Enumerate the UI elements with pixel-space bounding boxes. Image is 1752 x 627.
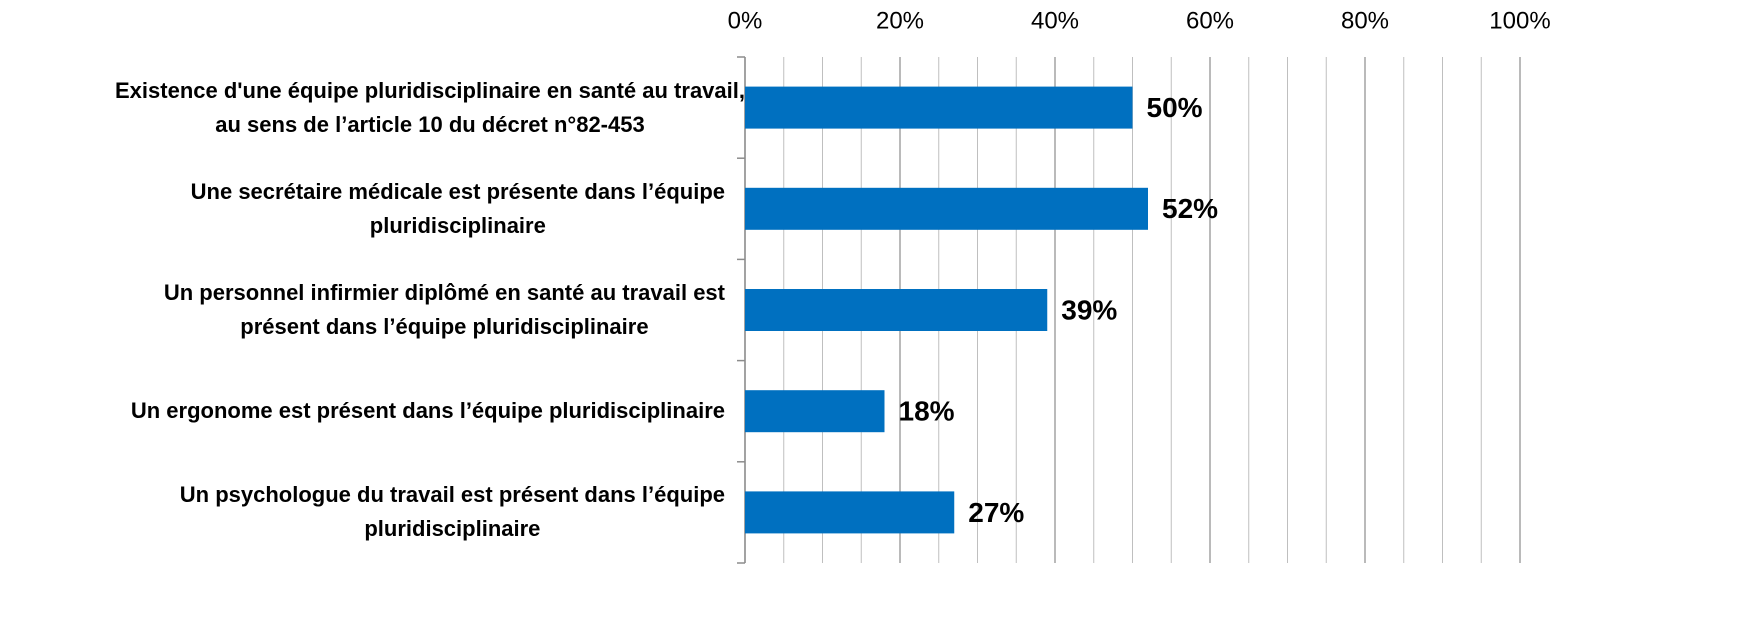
bar bbox=[745, 390, 885, 433]
bar bbox=[745, 86, 1133, 129]
data-label: 18% bbox=[899, 396, 955, 427]
data-label: 50% bbox=[1147, 92, 1203, 123]
x-tick-label: 80% bbox=[1341, 7, 1389, 34]
data-label: 52% bbox=[1162, 193, 1218, 224]
category-label: Un ergonome est présent dans l’équipe pl… bbox=[130, 398, 725, 424]
category-label: Une secrétaire médicale est présente dan… bbox=[190, 178, 725, 238]
x-tick-label: 100% bbox=[1489, 7, 1550, 34]
x-tick-label: 20% bbox=[876, 7, 924, 34]
x-tick-label: 0% bbox=[728, 7, 763, 34]
category-label: Existence d'une équipe pluridisciplinair… bbox=[115, 77, 745, 137]
bar bbox=[745, 491, 955, 534]
category-label: Un personnel infirmier diplômé en santé … bbox=[163, 280, 725, 339]
data-label: 39% bbox=[1061, 294, 1117, 325]
data-label: 27% bbox=[968, 497, 1024, 528]
x-tick-label: 60% bbox=[1186, 7, 1234, 34]
x-tick-label: 40% bbox=[1031, 7, 1079, 34]
category-label: Un psychologue du travail est présent da… bbox=[179, 482, 725, 542]
bar bbox=[745, 187, 1148, 230]
bar bbox=[745, 289, 1048, 331]
